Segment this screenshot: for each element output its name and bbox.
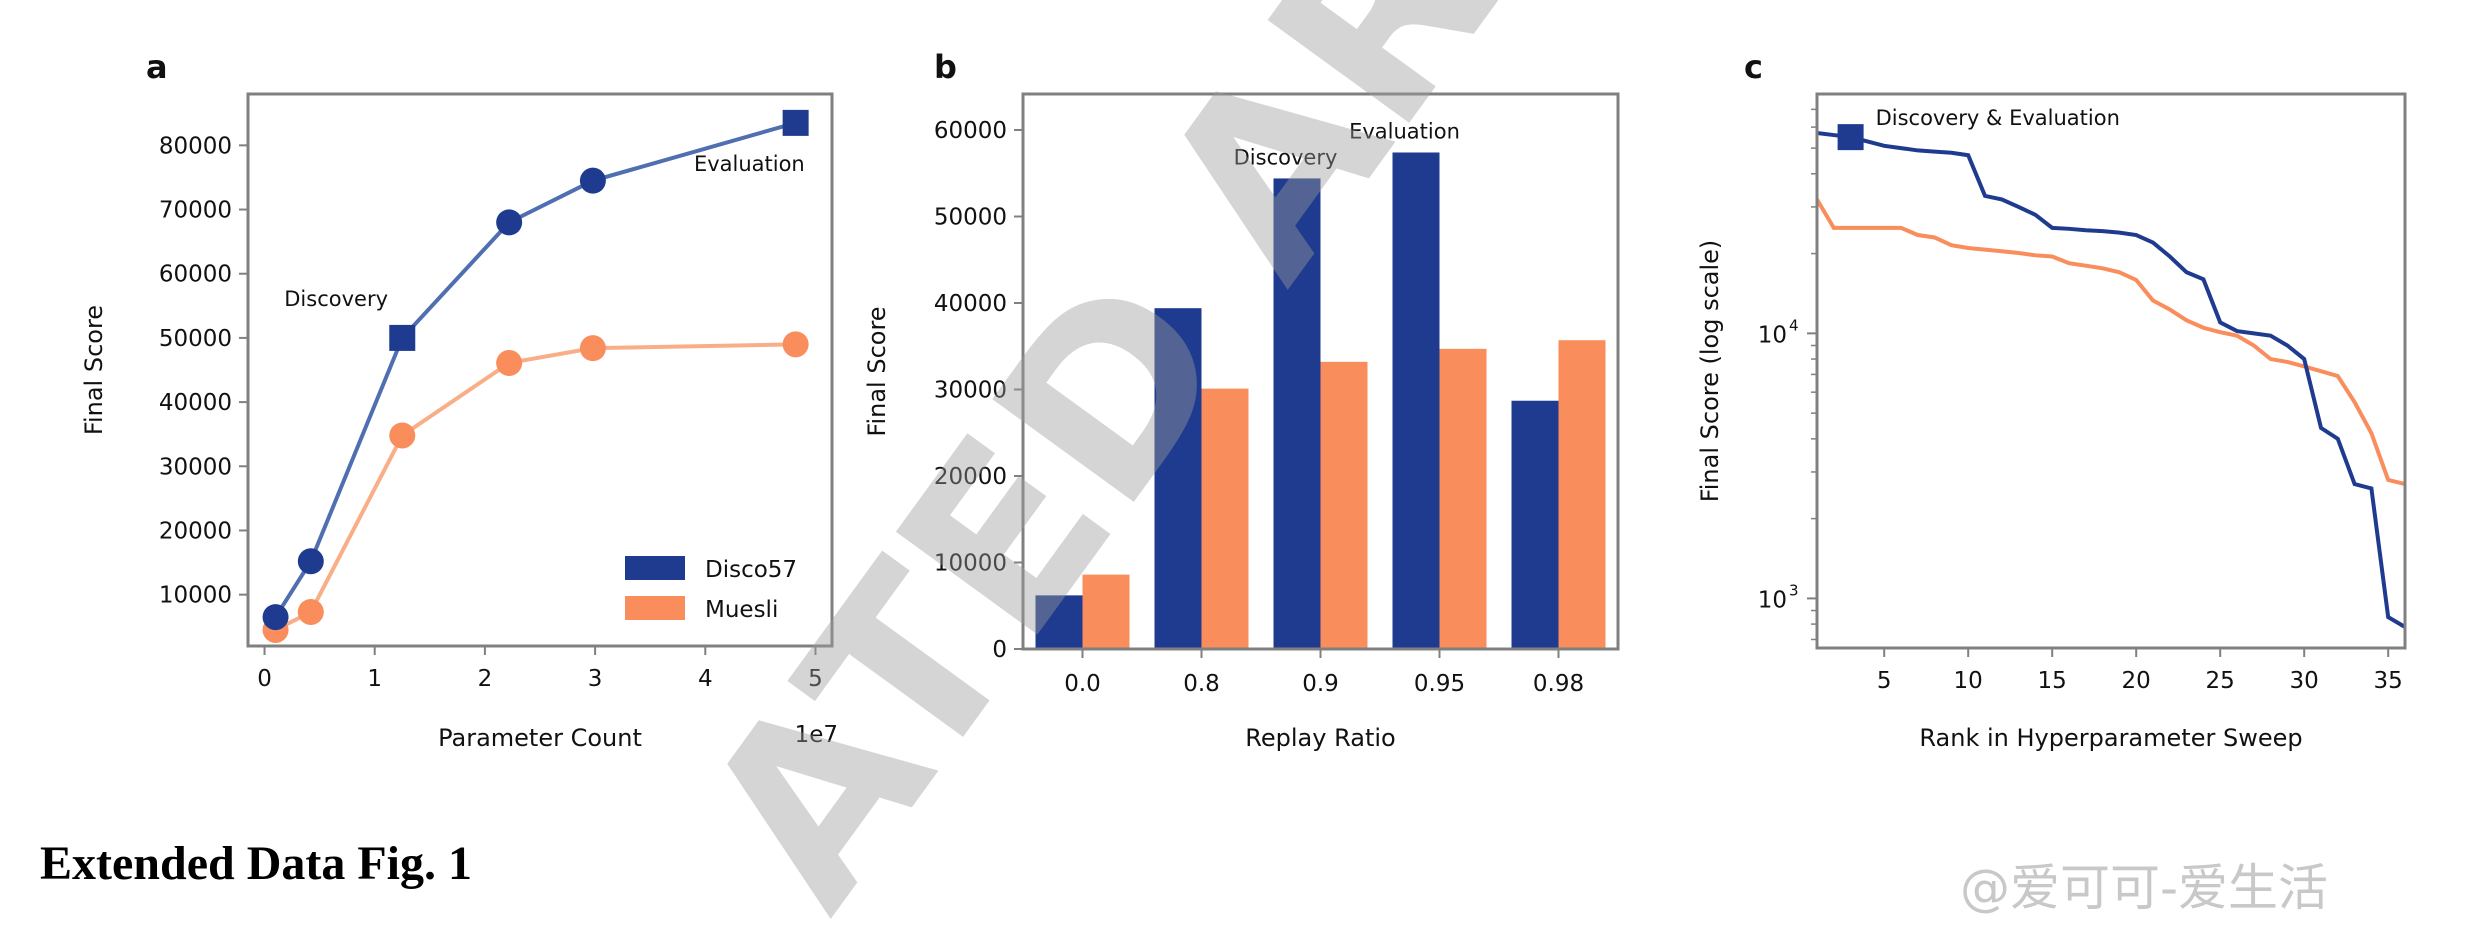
data-point [262, 604, 289, 631]
x-tick-label: 4 [698, 666, 713, 692]
bar-muesli [1439, 348, 1487, 649]
y-tick-label: 20000 [934, 464, 1007, 490]
series-line-muesli [274, 342, 796, 632]
data-point [496, 209, 523, 236]
plot-frame [246, 92, 834, 648]
y-tick-label: 10 [1758, 587, 1787, 613]
y-tick-label: 50000 [934, 205, 1007, 231]
annotation: Discovery & Evaluation [1876, 106, 2120, 130]
data-point [389, 422, 416, 449]
legend-swatch [625, 556, 685, 580]
y-tick-label: 30000 [934, 378, 1007, 404]
watermark: ATED ARTICL @爱可可-爱生活 [650, 0, 2328, 938]
series-line-disco57 [273, 120, 797, 619]
y-tick-exponent: 4 [1789, 316, 1799, 334]
y-tick-label: 20000 [159, 518, 232, 544]
data-point [496, 349, 523, 376]
panel-c-letter: c [1744, 48, 1763, 86]
x-tick-label: 10 [1954, 668, 1983, 694]
annotation: Discovery [284, 287, 388, 311]
panel-b-letter: b [934, 48, 957, 86]
x-tick-label: 5 [808, 666, 823, 692]
data-point-square [782, 109, 809, 136]
bar-muesli [1558, 340, 1606, 649]
bar-disco57 [1511, 400, 1559, 649]
bar-disco57 [1273, 178, 1321, 649]
y-tick-label: 60000 [934, 118, 1007, 144]
y-axis-label: Final Score [80, 305, 108, 435]
x-tick-label: 0.98 [1533, 671, 1584, 697]
data-point [782, 331, 809, 358]
x-tick-label: 0.8 [1183, 671, 1220, 697]
y-tick-label: 30000 [159, 454, 232, 480]
plot-frame [1021, 92, 1620, 651]
x-tick-label: 30 [2290, 668, 2319, 694]
y-axis-label: Final Score (log scale) [1696, 240, 1724, 503]
x-tick-label: 25 [2206, 668, 2235, 694]
x-tick-label: 0.0 [1064, 671, 1101, 697]
y-tick-label: 80000 [159, 133, 232, 159]
series-line-disco57 [1816, 131, 2407, 629]
y-tick-label: 10000 [159, 583, 232, 609]
data-point-square [1837, 124, 1864, 151]
x-tick-label: 5 [1877, 668, 1892, 694]
data-point [579, 167, 606, 194]
annotation: Evaluation [1349, 119, 1460, 143]
y-tick-label: 70000 [159, 198, 232, 224]
panel-b: b 0 10000 20000 30000 40000 50000 60000 0.0 0.8 0… [863, 48, 1620, 752]
x-tick-label: 0 [257, 666, 272, 692]
legend-label: Disco57 [705, 557, 797, 583]
x-tick-label: 20 [2122, 668, 2151, 694]
x-tick-label: 3 [588, 666, 603, 692]
figure-caption: Extended Data Fig. 1 [40, 837, 472, 890]
y-tick-label: 10 [1758, 322, 1787, 348]
x-tick-label: 35 [2374, 668, 2403, 694]
x-axis-label: Replay Ratio [1245, 724, 1395, 752]
series-line-muesli [1815, 198, 2406, 487]
x-axis-label: Parameter Count [438, 724, 642, 752]
data-point [297, 598, 324, 625]
weibo-watermark: @爱可可-爱生活 [1960, 859, 2328, 917]
bar-muesli [1082, 574, 1130, 649]
x-tick-label: 15 [2038, 668, 2067, 694]
y-tick-label: 10000 [934, 551, 1007, 577]
y-tick-label: 40000 [159, 390, 232, 416]
panel-a-letter: a [146, 48, 168, 86]
y-tick-label: 60000 [159, 262, 232, 288]
bar-disco57 [1035, 595, 1083, 649]
bar-muesli [1201, 388, 1249, 649]
annotation: Discovery [1234, 145, 1338, 169]
data-point [297, 548, 324, 575]
x-tick-label: 2 [478, 666, 493, 692]
annotation: Evaluation [694, 152, 805, 176]
data-point [579, 335, 606, 362]
y-tick-exponent: 3 [1789, 581, 1799, 599]
y-tick-label: 50000 [159, 326, 232, 352]
x-tick-label: 0.9 [1302, 671, 1339, 697]
x-axis-label: Rank in Hyperparameter Sweep [1919, 724, 2302, 752]
legend-swatch [625, 596, 685, 620]
plot-frame [1815, 92, 2407, 650]
bar-disco57 [1392, 152, 1440, 650]
bar-muesli [1320, 361, 1368, 649]
legend-label: Muesli [705, 597, 778, 623]
y-axis-label: Final Score [863, 306, 891, 436]
data-point-square [389, 324, 416, 351]
bar-disco57 [1154, 308, 1202, 649]
y-tick-label: 40000 [934, 291, 1007, 317]
x-offset-label: 1e7 [795, 722, 838, 748]
panel-a: a 0 1 2 3 4 5 10000 20000 30000 40000 50000 60000 70… [80, 48, 838, 752]
x-tick-label: 0.95 [1414, 671, 1465, 697]
x-tick-label: 1 [367, 666, 382, 692]
y-tick-label: 0 [992, 637, 1007, 663]
